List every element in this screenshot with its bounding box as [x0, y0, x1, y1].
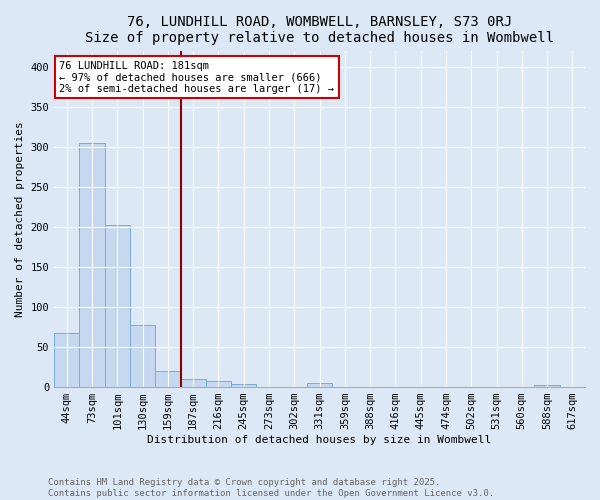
Bar: [105, 225, 130, 387]
Bar: [130, 324, 155, 387]
Bar: [54, 332, 79, 387]
Title: 76, LUNDHILL ROAD, WOMBWELL, BARNSLEY, S73 0RJ
Size of property relative to deta: 76, LUNDHILL ROAD, WOMBWELL, BARNSLEY, S…: [85, 15, 554, 45]
Bar: [206, 382, 231, 387]
Bar: [535, 386, 560, 387]
Text: Contains HM Land Registry data © Crown copyright and database right 2025.
Contai: Contains HM Land Registry data © Crown c…: [48, 478, 494, 498]
Bar: [231, 384, 256, 387]
Bar: [307, 383, 332, 387]
Bar: [155, 371, 181, 387]
Bar: [79, 142, 105, 387]
Bar: [181, 379, 206, 387]
X-axis label: Distribution of detached houses by size in Wombwell: Distribution of detached houses by size …: [148, 435, 492, 445]
Y-axis label: Number of detached properties: Number of detached properties: [15, 121, 25, 316]
Text: 76 LUNDHILL ROAD: 181sqm
← 97% of detached houses are smaller (666)
2% of semi-d: 76 LUNDHILL ROAD: 181sqm ← 97% of detach…: [59, 60, 334, 94]
